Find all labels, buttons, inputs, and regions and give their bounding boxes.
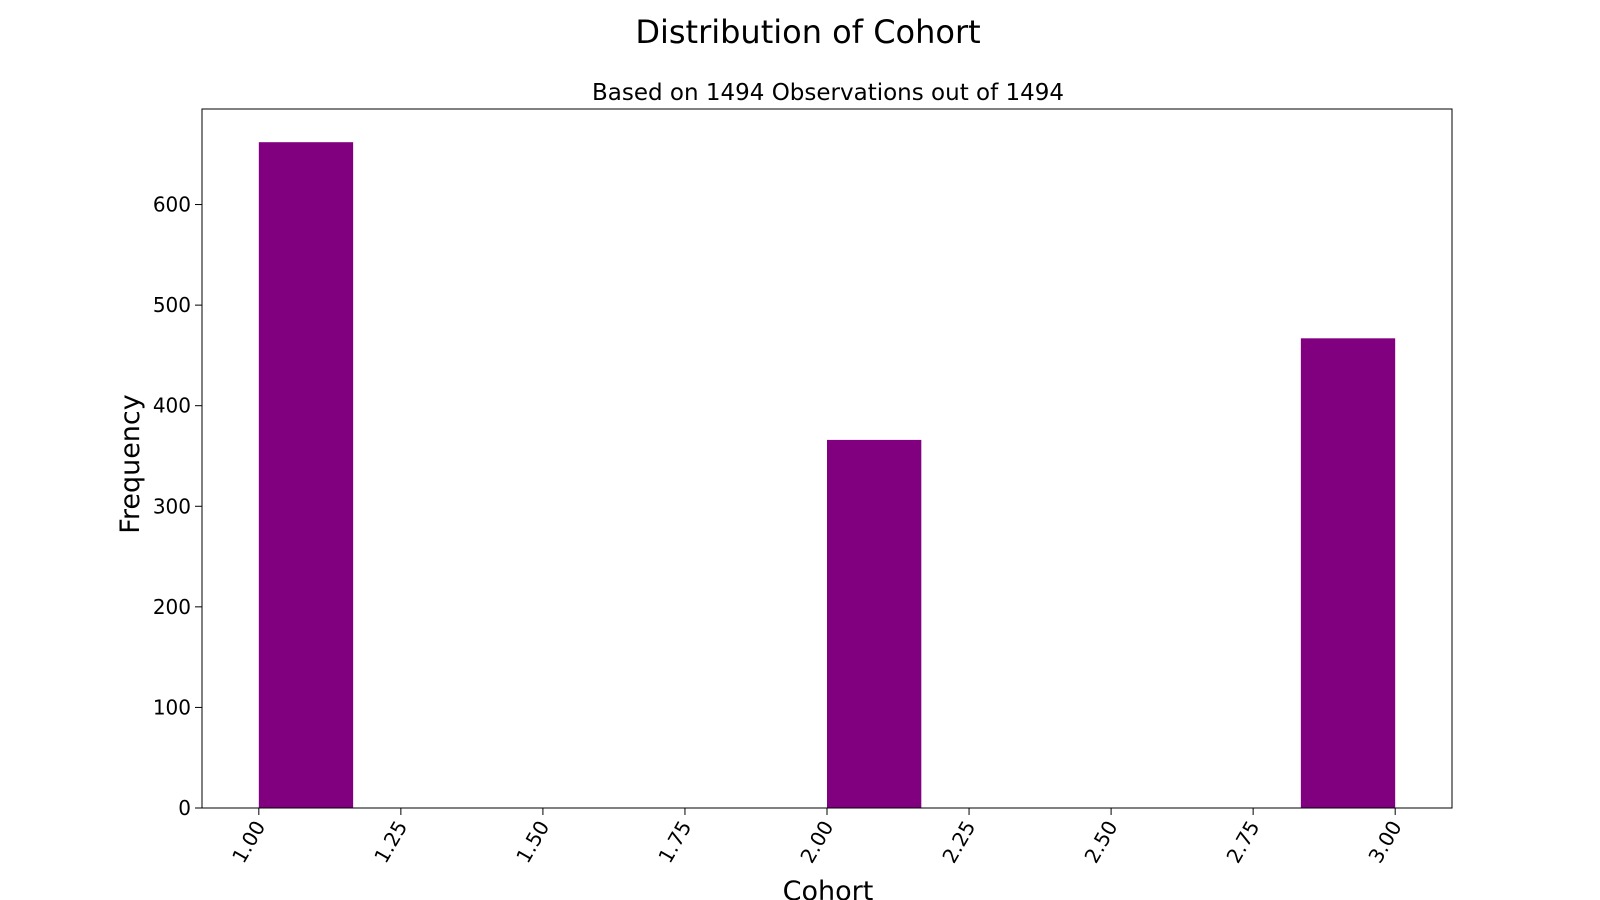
chart-subtitle: Based on 1494 Observations out of 1494	[592, 80, 1064, 106]
bar-2	[1300, 338, 1396, 808]
x-tick-label: 1.75	[653, 817, 696, 868]
x-tick-label: 2.50	[1079, 817, 1122, 868]
y-tick-label: 400	[153, 394, 191, 418]
x-tick-label: 1.25	[369, 817, 412, 868]
y-tick-label: 0	[178, 796, 191, 820]
x-tick-label: 2.00	[795, 817, 838, 868]
y-axis: 0 100 200 300 400 500 600	[153, 193, 202, 820]
y-tick-label: 300	[153, 494, 191, 518]
x-tick-label: 2.75	[1221, 817, 1264, 868]
y-tick-label: 500	[153, 293, 191, 317]
x-tick-label: 3.00	[1363, 817, 1406, 868]
y-tick-label: 200	[153, 595, 191, 619]
bar-0	[258, 142, 354, 808]
bar-1	[827, 439, 922, 808]
x-tick-label: 2.25	[937, 817, 980, 868]
x-tick-label: 1.50	[511, 817, 554, 868]
y-axis-label: Frequency	[115, 394, 146, 534]
x-axis-label: Cohort	[783, 876, 874, 900]
y-tick-label: 100	[153, 695, 191, 719]
bars-group	[258, 142, 1396, 808]
chart-title: Distribution of Cohort	[635, 13, 980, 51]
x-tick-label: 1.00	[227, 817, 270, 868]
x-axis: 1.00 1.25 1.50 1.75 2.00 2.25 2.50 2.75 3.00	[227, 808, 1407, 868]
y-tick-label: 600	[153, 193, 191, 217]
